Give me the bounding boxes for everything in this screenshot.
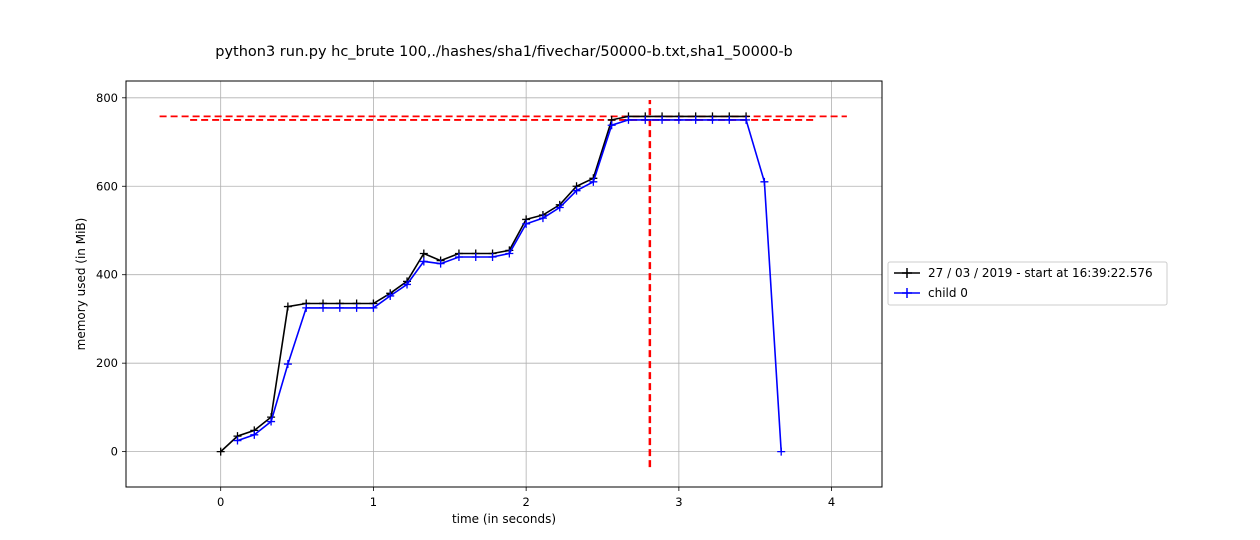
x-tick-label-3: 3	[675, 495, 682, 509]
series-1-point-20	[572, 186, 581, 195]
series-1-point-16	[505, 249, 514, 258]
series-1-point-6	[335, 303, 344, 312]
series-1-point-12	[436, 259, 445, 268]
y-tick-label-3: 600	[96, 179, 118, 193]
series-1-point-21	[589, 177, 598, 186]
x-tick-label-0: 0	[217, 495, 224, 509]
legend-label-0: 27 / 03 / 2019 - start at 16:39:22.576	[928, 266, 1153, 280]
y-tick-label-2: 400	[96, 268, 118, 282]
legend-entry-1: child 0	[894, 286, 968, 300]
plot-frame	[125, 80, 883, 488]
series-1-point-29	[725, 115, 734, 124]
series-1-point-4	[302, 303, 311, 312]
series-1-point-7	[352, 303, 361, 312]
series-1-point-14	[471, 253, 480, 262]
series-1-point-17	[522, 219, 531, 228]
series-1-point-15	[488, 253, 497, 262]
series-1-point-28	[708, 115, 717, 124]
grid	[126, 81, 882, 487]
series-1-point-9	[386, 291, 395, 300]
legend-entry-0: 27 / 03 / 2019 - start at 16:39:22.576	[894, 266, 1153, 280]
legend-label-1: child 0	[928, 286, 968, 300]
series-1-point-3	[283, 360, 292, 369]
series-1-point-10	[403, 280, 412, 289]
series-1-point-32	[777, 447, 786, 456]
series-1-point-27	[691, 115, 700, 124]
x-axis-label: time (in seconds)	[452, 512, 556, 526]
chart-title: python3 run.py hc_brute 100,./hashes/sha…	[215, 44, 793, 60]
series-1-point-1	[250, 430, 259, 439]
series-1-point-13	[454, 253, 463, 262]
series-1-point-8	[369, 303, 378, 312]
series-1-point-23	[624, 115, 633, 124]
series-1-point-26	[674, 115, 683, 124]
series-lines	[216, 112, 786, 456]
series-1-point-22	[607, 121, 616, 130]
legend: 27 / 03 / 2019 - start at 16:39:22.576 c…	[887, 261, 1168, 306]
legend-marker-0	[902, 268, 912, 278]
legend-box	[887, 261, 1168, 306]
x-tick-label-2: 2	[522, 495, 529, 509]
series-1-point-19	[555, 203, 564, 212]
y-tick-label-1: 200	[96, 356, 118, 370]
axis-ticks: 0 1 2 3 4 0 200 400 600 800	[96, 91, 835, 509]
y-tick-label-0: 0	[111, 445, 118, 459]
series-0-point-4	[283, 302, 292, 311]
series-1	[233, 115, 786, 456]
series-1-point-11	[419, 257, 428, 266]
series-0-point-12	[419, 249, 428, 258]
y-axis-label: memory used (in MiB)	[74, 218, 88, 351]
series-1-point-25	[658, 115, 667, 124]
y-tick-label-4: 800	[96, 91, 118, 105]
series-1-point-18	[538, 214, 547, 223]
series-1-point-2	[267, 417, 276, 426]
series-1-point-5	[319, 303, 328, 312]
series-1-point-30	[742, 115, 751, 124]
series-1-point-24	[641, 115, 650, 124]
series-0-point-0	[216, 447, 225, 456]
x-tick-label-4: 4	[828, 495, 835, 509]
x-tick-label-1: 1	[370, 495, 377, 509]
series-1-point-0	[233, 436, 242, 445]
series-1-point-31	[760, 177, 769, 186]
legend-marker-1	[902, 288, 912, 298]
